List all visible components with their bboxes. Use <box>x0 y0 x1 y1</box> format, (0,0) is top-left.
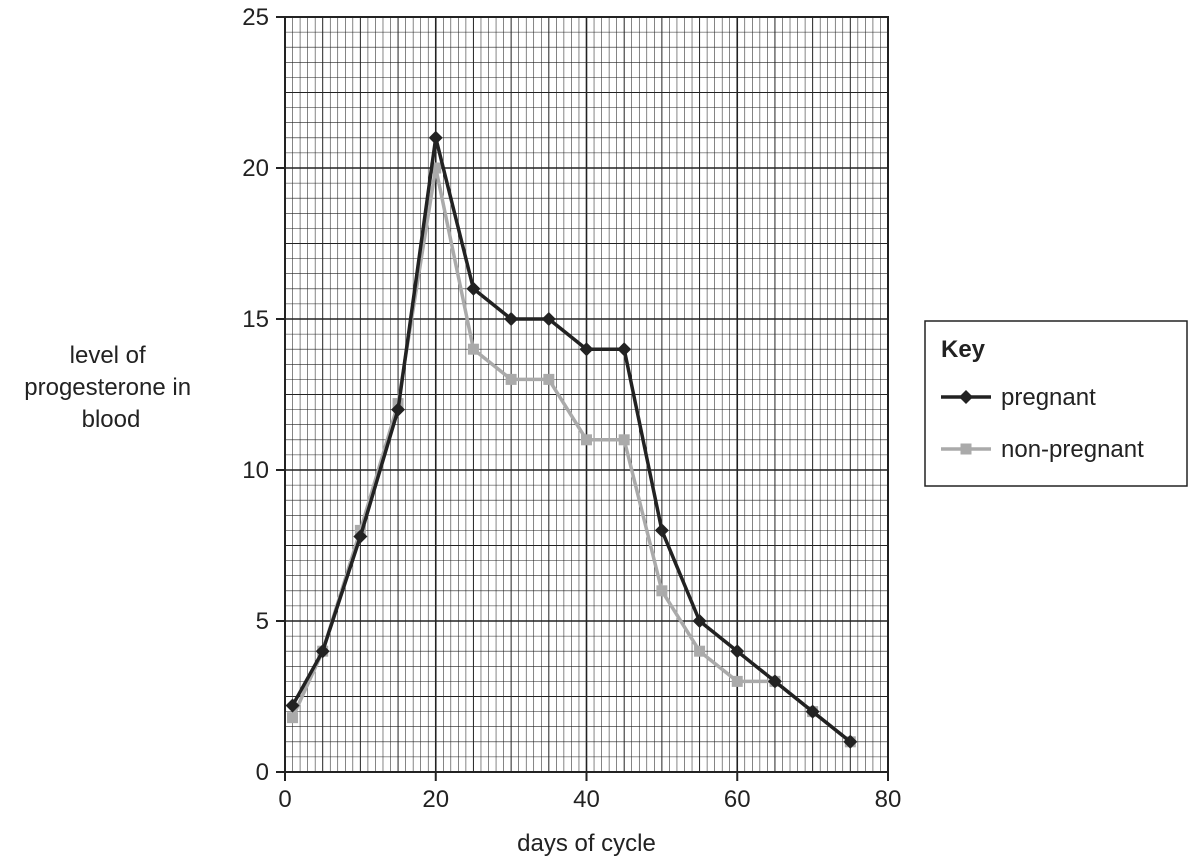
legend-label: non-pregnant <box>1001 436 1144 463</box>
legend: Key pregnant non-pregnant <box>924 320 1188 487</box>
data-point-pregnant <box>504 312 519 326</box>
data-point-pregnant <box>805 704 820 719</box>
x-tick-label: 80 <box>875 786 902 813</box>
y-tick-label: 15 <box>242 306 269 333</box>
data-point-pregnant <box>654 523 669 538</box>
data-point-pregnant <box>579 342 594 357</box>
data-point-pregnant <box>843 734 858 749</box>
data-point-non-pregnant <box>694 645 706 657</box>
data-point-non-pregnant <box>581 434 592 446</box>
legend-label: pregnant <box>1001 384 1096 411</box>
series-line-pregnant <box>291 136 852 744</box>
data-point-non-pregnant <box>656 585 668 597</box>
data-series <box>285 130 858 749</box>
data-point-pregnant <box>617 342 632 357</box>
data-point-pregnant <box>391 402 406 417</box>
legend-box <box>924 320 1188 487</box>
data-point-pregnant <box>315 644 330 659</box>
data-point-non-pregnant <box>430 162 442 174</box>
data-point-pregnant <box>730 644 745 659</box>
x-tick-label: 20 <box>422 786 449 813</box>
data-point-pregnant <box>428 130 443 145</box>
chart-grid <box>284 16 889 773</box>
data-point-pregnant <box>767 674 782 689</box>
y-tick-label: 5 <box>256 608 269 635</box>
y-tick-label: 20 <box>242 155 269 182</box>
data-point-non-pregnant <box>505 373 517 385</box>
axis-ticks: 0 20 40 60 80 0 5 10 15 20 25 <box>242 4 901 813</box>
x-axis-title: days of cycle <box>517 830 656 857</box>
legend-entry-non-pregnant: non-pregnant <box>941 436 1144 463</box>
x-tick-label: 0 <box>278 786 291 813</box>
x-tick-label: 40 <box>573 786 600 813</box>
legend-entries: pregnant non-pregnant <box>941 384 1144 463</box>
data-point-non-pregnant <box>543 373 555 385</box>
data-point-pregnant <box>285 698 300 713</box>
y-tick-label: 25 <box>242 4 269 31</box>
data-point-non-pregnant <box>287 712 299 724</box>
data-point-non-pregnant <box>731 675 743 687</box>
data-point-non-pregnant <box>618 434 630 446</box>
legend-swatch-marker <box>960 443 972 455</box>
y-axis-title-line: blood <box>82 406 141 433</box>
x-tick-label: 60 <box>724 786 751 813</box>
data-point-pregnant <box>541 312 556 326</box>
legend-entry-pregnant: pregnant <box>941 384 1096 411</box>
legend-swatch-marker <box>959 390 973 404</box>
data-point-pregnant <box>692 614 707 628</box>
y-tick-label: 10 <box>242 457 269 484</box>
y-axis-title-line: level of <box>70 342 146 369</box>
legend-title: Key <box>941 336 986 363</box>
data-point-pregnant <box>353 529 368 544</box>
series-pregnant <box>285 130 858 749</box>
data-point-pregnant <box>466 281 481 296</box>
y-axis-title-line: progesterone in <box>24 374 191 401</box>
y-axis-title: level of progesterone in blood <box>24 342 197 433</box>
data-point-non-pregnant <box>467 343 479 355</box>
y-tick-label: 0 <box>256 759 269 786</box>
